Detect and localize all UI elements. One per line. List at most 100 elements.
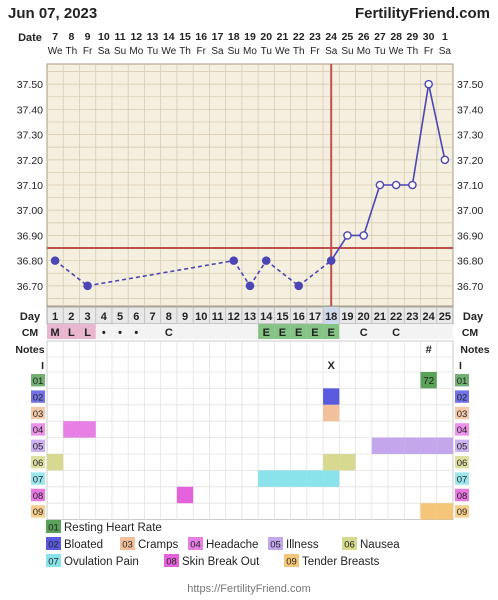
date-label: 21 [277,31,289,43]
symptom-code-swatch-right [455,439,469,452]
date-label: 16 [195,31,207,43]
temperature-line-segment [330,234,349,262]
symptom-code-swatch-left [31,390,45,403]
date-label: 1 [442,31,448,43]
weekday-label: Sa [98,46,111,57]
symptom-cell [323,454,340,471]
symptom-code-swatch-right [455,406,469,420]
symptom-code-swatch-left [31,505,45,518]
temperature-line-segment [362,184,381,236]
date-label: 30 [423,31,435,43]
symptom-cell [274,470,291,487]
weekday-label: Th [66,46,78,57]
symptom-cell [388,437,405,454]
cm-cell [323,324,340,339]
weekday-label: Su [228,46,240,57]
cycle-day-label: 11 [212,311,224,323]
cm-value: M [51,327,60,339]
temperature-point [229,256,239,265]
temperature-line-segment [249,260,267,287]
date-label: 18 [228,31,240,43]
symptom-code-swatch-left [31,423,45,436]
temperature-point [343,231,352,240]
legend-code: 08 [166,557,177,568]
cm-value: C [165,327,173,339]
date-label: 27 [374,31,386,43]
symptom-cell [420,372,437,389]
symptom-code-right: 05 [457,442,468,453]
legend-swatch [120,537,135,550]
y-tick-label-right: 37.10 [457,180,483,192]
weekday-label: Th [179,46,191,57]
lower-grid-bg [46,340,454,521]
y-tick-label-right: 37.20 [457,155,483,167]
chart-marks [46,64,453,567]
weekday-label: Sa [325,46,338,57]
legend-swatch [46,520,61,533]
legend-swatch [46,554,61,567]
symptom-code-swatch-left [31,374,45,387]
symptom-cell [339,454,356,471]
symptom-code-swatch-right [455,472,469,485]
day-row-label-left: Day [20,311,41,323]
site-name: FertilityFriend.com [355,5,490,22]
temperature-point [245,281,255,291]
cycle-day-label: 18 [325,311,337,323]
symptom-cell [323,388,340,405]
y-tick-label-left: 36.90 [17,230,43,242]
cycle-day-label: 1 [52,311,58,323]
weekday-label: Fr [197,46,207,57]
symptom-cell [258,470,275,487]
temperature-line-segment [233,260,251,287]
symptom-code-right: 02 [457,392,468,403]
cm-row-label-left: CM [22,327,39,339]
date-label: 11 [115,31,126,43]
symptom-code-swatch-right [455,505,469,518]
cm-value: L [84,327,91,339]
weekday-label: Tu [147,46,158,57]
cm-cell [47,324,64,339]
chart-text: Date 7We8Th9Fr10Sa11Su12Mo13Tu14We15Th16F… [15,31,489,568]
notes-row-label-right: Notes [460,344,489,356]
temperature-point [440,155,450,165]
cycle-day-label: 25 [439,311,451,323]
footer-url[interactable]: https://FertilityFriend.com [187,583,311,595]
y-tick-label-left: 37.10 [17,180,43,192]
note-value: # [426,344,432,356]
day-row-label-right: Day [463,311,484,323]
legend-label: Ovulation Pain [64,556,139,568]
legend-code: 07 [48,557,59,568]
date-label: 17 [212,31,224,43]
date-label: 29 [407,31,419,43]
cycle-day-label: 17 [309,311,321,323]
y-tick-label-left: 36.80 [17,256,43,268]
date-label: 25 [342,31,354,43]
intercourse-row-label-right: I [459,360,462,372]
y-tick-label-right: 36.80 [457,256,483,268]
cm-value: E [295,327,302,339]
legend-code: 01 [48,523,59,534]
symptom-cell [323,470,340,487]
weekday-label: We [48,46,63,57]
symptom-cell [176,486,194,504]
legend-code: 03 [122,540,133,551]
symptom-code-left: 05 [33,442,44,453]
y-tick-label-left: 37.40 [17,104,43,116]
cm-value: • [118,327,122,339]
cm-value: E [279,327,286,339]
legend-swatch [268,537,283,550]
intercourse-value: X [328,360,336,372]
weekday-label: We [275,46,290,57]
legend-swatch [164,554,179,567]
symptom-code-right: 03 [457,409,468,420]
legend-code: 09 [286,557,297,568]
legend-label: Cramps [138,539,179,551]
cm-cell [258,324,275,339]
symptom-code-swatch-right [455,488,469,502]
cycle-day-label: 10 [195,311,207,323]
symptom-code-swatch-right [455,374,469,387]
symptom-code-left: 03 [33,409,44,420]
cycle-day-label: 23 [406,311,418,323]
symptom-cell [404,437,421,454]
legend-label: Resting Heart Rate [64,522,162,534]
